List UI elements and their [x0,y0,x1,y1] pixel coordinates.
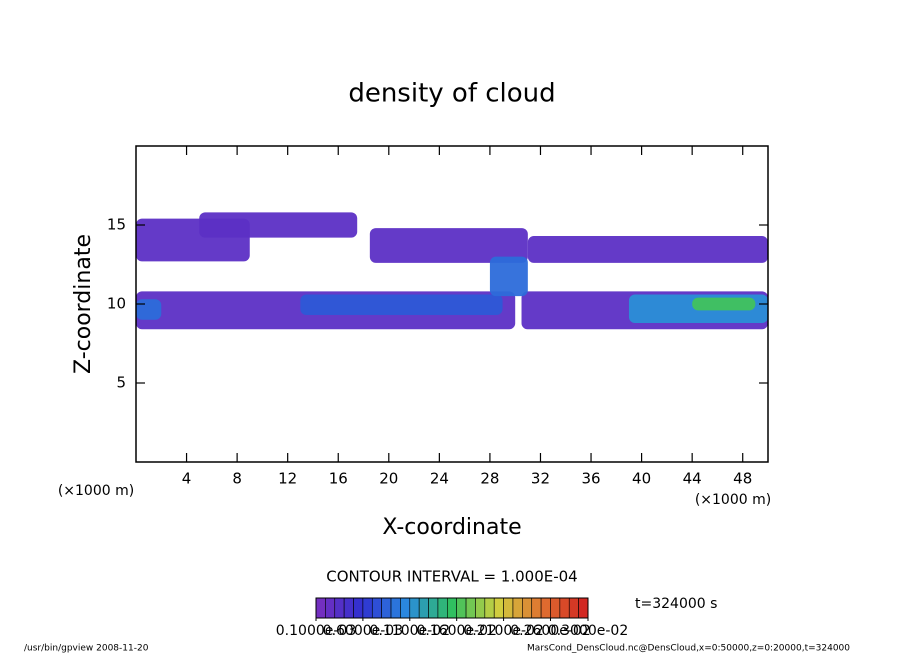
colorbar-segment [315,597,326,619]
colorbar-tick-label: 0.1100e-02 [370,623,450,639]
colorbar-segment [578,597,589,619]
colorbar-segment [409,597,420,619]
colorbar-segment [522,597,533,619]
colorbar-segment [428,597,439,619]
cloud-region [199,212,358,238]
footer-left: /usr/bin/gpview 2008-11-20 [24,644,149,654]
colorbar-segment [400,597,411,619]
cloud-region [136,299,162,320]
colorbar-tick-label: 0.1600e-02 [416,623,496,639]
colorbar-segment [381,597,392,619]
y-tick-label: 10 [107,295,126,313]
colorbar-segment [568,597,579,619]
x-tick-label: 20 [379,470,398,488]
colorbar-segment [550,597,561,619]
colorbar-segment [475,597,486,619]
chart-title: density of cloud [348,79,555,109]
x-axis-label: X-coordinate [382,515,521,540]
colorbar-segment [493,597,504,619]
colorbar-segment [418,597,429,619]
cloud-region [489,256,528,297]
y-tick-label: 5 [116,374,126,392]
contour-interval: CONTOUR INTERVAL = 1.000E-04 [326,568,577,586]
y-tick-label: 15 [107,216,126,234]
colorbar-segment [540,597,551,619]
x-tick-label: 8 [232,470,242,488]
colorbar-segment [325,597,336,619]
colorbar-tick-label: 0.6000e-03 [323,623,403,639]
cloud-region [369,228,528,263]
colorbar-segment [353,597,364,619]
y-axis-label: Z-coordinate [71,234,96,374]
x-tick-label: 32 [531,470,550,488]
colorbar-tick-label: 0.3000e-02 [548,623,628,639]
cloud-region [527,236,768,263]
x-tick-label: 44 [683,470,702,488]
colorbar-segment [484,597,495,619]
x-tick-label: 48 [733,470,752,488]
colorbar-segment [456,597,467,619]
x-tick-label: 36 [581,470,600,488]
colorbar-segment [447,597,457,619]
x-tick-label: 28 [480,470,499,488]
colorbar-segment [343,597,354,619]
x-tick-label: 24 [430,470,449,488]
colorbar-segment [371,597,382,619]
colorbar-tick-label: 0.1000e-03 [276,623,356,639]
cloud-region [300,294,503,316]
y-unit: (×1000 m) [58,483,134,499]
time-label: t=324000 s [635,596,717,612]
footer-right: MarsCond_DensCloud.nc@DensCloud,x=0:5000… [527,644,850,654]
cloud-region [692,297,756,311]
colorbar-segment [559,597,570,619]
colorbar-tick-label: 0.2100e-02 [463,623,543,639]
colorbar-frame [315,597,589,619]
colorbar-segment [334,597,345,619]
x-tick-label: 16 [329,470,348,488]
colorbar-segment [390,597,401,619]
colorbar-segment [512,597,523,619]
colorbar-segment [437,597,448,619]
colorbar-segment [503,597,514,619]
colorbar-tick-label: 0.2600e-02 [510,623,590,639]
colorbar-segment [362,597,373,619]
x-tick-label: 12 [278,470,297,488]
x-tick-label: 4 [182,470,192,488]
x-unit: (×1000 m) [695,492,771,508]
x-tick-label: 40 [632,470,651,488]
colorbar-segment [531,597,542,619]
colorbar-segment [465,597,476,619]
